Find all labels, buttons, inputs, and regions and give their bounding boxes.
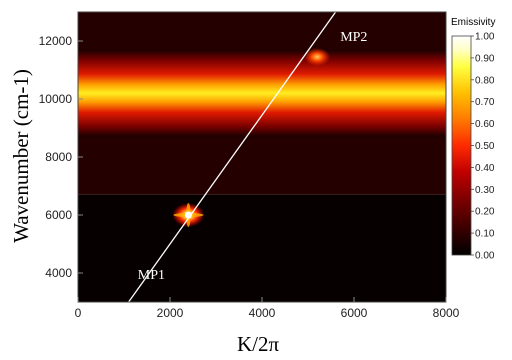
y-tick-label: 4000 xyxy=(45,266,72,280)
colorbar: Emissivity 0.000.100.200.300.400.500.600… xyxy=(451,17,495,262)
emission-band xyxy=(78,49,446,137)
x-tick-label: 6000 xyxy=(341,306,368,320)
colorbar-tick-label: 0.00 xyxy=(475,251,495,262)
colorbar-title: Emissivity xyxy=(451,17,495,28)
annotations: MP1 MP2 xyxy=(138,30,368,283)
colorbar-tick-label: 0.10 xyxy=(475,229,495,240)
plot-area xyxy=(78,12,446,302)
y-tick-label: 12000 xyxy=(39,34,73,48)
y-tick-label: 6000 xyxy=(45,208,72,222)
colorbar-tick-label: 0.80 xyxy=(475,75,495,86)
y-axis-label: Wavenumber (cm-1) xyxy=(9,69,33,243)
hotspot-mp2 xyxy=(304,47,331,66)
colorbar-tick-label: 0.50 xyxy=(475,141,495,152)
colorbar-tick-label: 0.30 xyxy=(475,185,495,196)
dispersion-line xyxy=(128,12,337,302)
annotation-mp2: MP2 xyxy=(340,30,367,45)
colorbar-gradient xyxy=(451,35,472,256)
colorbar-tick-label: 0.90 xyxy=(475,53,495,64)
annotation-mp1: MP1 xyxy=(138,268,165,283)
background-lower xyxy=(78,194,446,302)
colorbar-tick-label: 0.40 xyxy=(475,163,495,174)
y-tick-label: 10000 xyxy=(39,92,73,106)
x-tick-label: 2000 xyxy=(157,306,184,320)
colorbar-tick-label: 1.00 xyxy=(475,32,495,43)
colorbar-ticks: 0.00 0.10 0.20 0.30 0.40 0.50 0.60 0.70 0.80 0.90… xyxy=(471,32,495,262)
x-tick-label: 4000 xyxy=(249,306,276,320)
x-axis-label: K/2π xyxy=(237,332,280,356)
colorbar-tick-label: 0.70 xyxy=(475,97,495,108)
colorbar-tick-label: 0.20 xyxy=(475,207,495,218)
y-axis-ticks: 4000 6000 8000 10000 12000 xyxy=(39,34,83,280)
colorbar-tick-label: 0.60 xyxy=(475,119,495,130)
x-tick-label: 8000 xyxy=(433,306,460,320)
x-axis-ticks: 0 2000 4000 6000 8000 xyxy=(75,297,460,320)
x-tick-label: 0 xyxy=(75,306,82,320)
y-tick-label: 8000 xyxy=(45,150,72,164)
